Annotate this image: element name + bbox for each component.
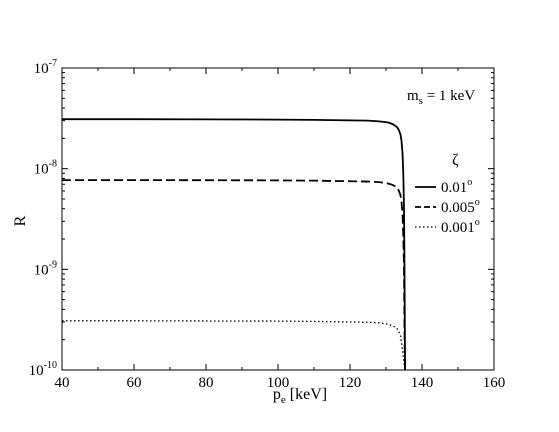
y-tick-base: 10	[34, 262, 49, 278]
y-tick-exp: -10	[44, 360, 57, 371]
y-tick-label: 10-9	[34, 259, 57, 278]
mass-annotation-rest: = 1 keV	[423, 88, 475, 104]
series-line-3	[62, 320, 406, 371]
y-axis-title: R	[12, 215, 29, 226]
y-tick-exp: -9	[49, 259, 57, 270]
legend-label-sup: o	[467, 177, 472, 188]
y-tick-base: 10	[34, 61, 49, 77]
series-line-1	[62, 118, 406, 371]
mass-annotation: ms = 1 keV	[407, 88, 475, 107]
x-axis-title: pe [keV]	[273, 386, 327, 406]
x-axis-title-base: p	[273, 386, 281, 403]
legend-label-2: 0.005o	[441, 197, 480, 216]
mass-annotation-sub: s	[419, 95, 423, 107]
x-tick-label: 160	[483, 375, 506, 391]
x-tick-label: 60	[127, 375, 142, 391]
legend-label-sup: o	[475, 197, 480, 208]
y-tick-exp: -8	[49, 159, 57, 170]
series-line-2	[62, 179, 406, 371]
series-curves	[62, 118, 406, 371]
y-tick-label: 10-10	[29, 360, 57, 379]
x-tick-label: 40	[55, 375, 70, 391]
y-tick-exp: -7	[49, 58, 57, 69]
legend-label-base: 0.005	[441, 200, 475, 216]
y-tick-label: 10-7	[34, 58, 57, 77]
x-tick-label: 140	[411, 375, 434, 391]
x-axis-title-rest: [keV]	[286, 386, 327, 403]
x-axis-title-sub: e	[281, 394, 286, 406]
x-tick-label: 100	[267, 375, 290, 391]
plot-frame	[61, 67, 495, 371]
y-tick-base: 10	[34, 162, 49, 178]
legend-label-base: 0.01	[441, 180, 467, 196]
legend-label-base: 0.001	[441, 220, 475, 236]
y-tick-label: 10-8	[34, 159, 57, 178]
legend-label-sup: o	[475, 217, 480, 228]
legend-label-3: 0.001o	[441, 217, 480, 236]
x-tick-label: 80	[199, 375, 214, 391]
legend-title: ζ	[452, 152, 459, 169]
x-tick-label: 120	[339, 375, 362, 391]
mass-annotation-base: m	[407, 88, 419, 104]
y-tick-base: 10	[29, 363, 44, 379]
legend-label-1: 0.01o	[441, 177, 472, 196]
